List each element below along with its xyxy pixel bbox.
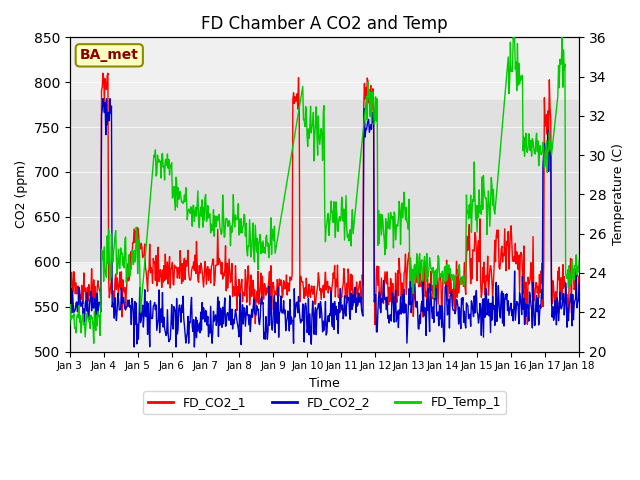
Title: FD Chamber A CO2 and Temp: FD Chamber A CO2 and Temp <box>201 15 448 33</box>
Y-axis label: Temperature (C): Temperature (C) <box>612 144 625 245</box>
Y-axis label: CO2 (ppm): CO2 (ppm) <box>15 160 28 228</box>
Legend: FD_CO2_1, FD_CO2_2, FD_Temp_1: FD_CO2_1, FD_CO2_2, FD_Temp_1 <box>143 391 506 414</box>
Bar <box>70 100 579 262</box>
Text: BA_met: BA_met <box>80 48 139 62</box>
X-axis label: Time: Time <box>309 377 340 390</box>
